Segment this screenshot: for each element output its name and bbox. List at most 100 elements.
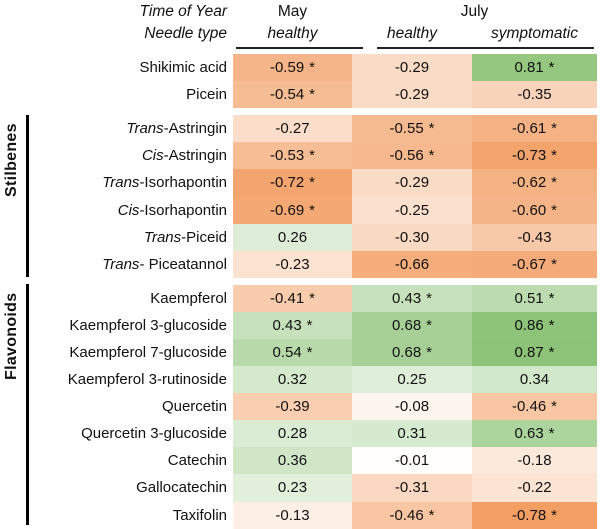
heatmap-cell: -0.67 * bbox=[472, 250, 597, 278]
row-label: Kaempferol 3-glucoside bbox=[69, 316, 227, 334]
table-row: Cis-Isorhapontin -0.69 * -0.25 -0.60 * bbox=[0, 196, 600, 224]
cell-value: 0.28 bbox=[277, 425, 308, 443]
may-underline bbox=[236, 47, 363, 49]
row-label: Gallocatechin bbox=[136, 479, 227, 497]
heatmap-cell: 0.34 bbox=[472, 366, 597, 394]
table-row: Kaempferol 3-rutinoside 0.32 0.25 0.34 bbox=[0, 366, 600, 394]
cell-value: -0.31 bbox=[394, 479, 430, 497]
heatmap-cell: -0.27 bbox=[233, 115, 352, 143]
cell-value: -0.13 bbox=[275, 506, 310, 524]
heatmap-cell: 0.36 bbox=[233, 447, 352, 475]
heatmap-cell: 0.81 * bbox=[472, 54, 597, 82]
heatmap-cell: 0.31 bbox=[352, 420, 472, 448]
heatmap-cell: -0.13 bbox=[233, 501, 352, 529]
heatmap-cell: 0.68 * bbox=[352, 338, 472, 367]
cell-value: 0.51 bbox=[514, 289, 544, 307]
heatmap-cell: -0.43 bbox=[472, 223, 597, 251]
table-row: Picein -0.54 * -0.29 -0.35 bbox=[0, 81, 600, 109]
header-time-of-year: Time of Year bbox=[139, 3, 227, 20]
cell-value: -0.53 bbox=[269, 147, 305, 165]
cell-value: -0.61 bbox=[511, 120, 547, 138]
significance-asterisk: * bbox=[306, 316, 313, 334]
table-row: Taxifolin -0.13 -0.46 * -0.78 * bbox=[0, 501, 600, 529]
cell-value: -0.23 bbox=[275, 255, 310, 273]
heatmap-cell: -0.78 * bbox=[472, 501, 597, 529]
row-label: Trans-Isorhapontin bbox=[102, 174, 227, 192]
significance-asterisk: * bbox=[548, 316, 555, 334]
heatmap-cell: -0.60 * bbox=[472, 196, 597, 224]
heatmap-cell: -0.18 bbox=[472, 447, 597, 475]
cell-value: -0.59 bbox=[269, 59, 305, 77]
heatmap-cell: -0.29 bbox=[352, 169, 472, 197]
heatmap-cell: -0.01 bbox=[352, 447, 472, 475]
heatmap-cell: 0.54 * bbox=[233, 338, 352, 367]
cell-value: -0.08 bbox=[394, 398, 430, 416]
significance-asterisk: * bbox=[309, 174, 316, 192]
heatmap-cell: -0.29 bbox=[352, 81, 472, 109]
heatmap-cell: -0.54 * bbox=[233, 81, 352, 109]
heatmap-cell: -0.61 * bbox=[472, 115, 597, 143]
significance-asterisk: * bbox=[551, 120, 558, 138]
heatmap-cell: -0.08 bbox=[352, 393, 472, 421]
row-label: Trans- Piceatannol bbox=[102, 255, 227, 273]
table-row: Kaempferol -0.41 * 0.43 * 0.51 * bbox=[0, 284, 600, 312]
column-group-july: July bbox=[460, 3, 489, 20]
heatmap-cell: -0.41 * bbox=[233, 284, 352, 312]
heatmap-cell: -0.31 bbox=[352, 474, 472, 502]
cell-value: -0.66 bbox=[394, 255, 430, 273]
cell-value: -0.73 bbox=[511, 147, 547, 165]
heatmap-cell: -0.25 bbox=[352, 196, 472, 224]
row-label: Catechin bbox=[167, 452, 227, 470]
significance-asterisk: * bbox=[551, 201, 558, 219]
heatmap-cell: 0.32 bbox=[233, 366, 352, 394]
cell-value: -0.25 bbox=[394, 201, 430, 219]
significance-asterisk: * bbox=[426, 316, 433, 334]
table-row: Catechin 0.36 -0.01 -0.18 bbox=[0, 447, 600, 475]
column-may-healthy: healthy bbox=[267, 25, 318, 42]
heatmap-cell: -0.55 * bbox=[352, 115, 472, 143]
heatmap-cell: -0.72 * bbox=[233, 169, 352, 197]
heatmap-cell: -0.56 * bbox=[352, 142, 472, 170]
cell-value: 0.68 bbox=[391, 343, 422, 361]
heatmap-cell: 0.43 * bbox=[233, 311, 352, 339]
heatmap-cell: 0.28 bbox=[233, 420, 352, 448]
cell-value: -0.46 bbox=[511, 398, 547, 416]
significance-asterisk: * bbox=[426, 343, 433, 361]
cell-value: -0.18 bbox=[517, 452, 552, 470]
cell-value: -0.30 bbox=[394, 228, 430, 246]
cell-value: 0.86 bbox=[514, 316, 544, 334]
cell-value: -0.29 bbox=[394, 174, 430, 192]
heatmap-cell: -0.59 * bbox=[233, 54, 352, 82]
significance-asterisk: * bbox=[306, 343, 313, 361]
cell-value: 0.23 bbox=[277, 479, 308, 497]
cell-value: -0.78 bbox=[511, 506, 547, 524]
cell-value: -0.43 bbox=[517, 228, 552, 246]
cell-value: -0.01 bbox=[394, 452, 430, 470]
cell-value: -0.29 bbox=[394, 59, 430, 77]
cell-value: 0.25 bbox=[397, 371, 427, 389]
table-row: Trans-Piceid 0.26 -0.30 -0.43 bbox=[0, 223, 600, 251]
significance-asterisk: * bbox=[548, 59, 555, 77]
heatmap-cell: 0.26 bbox=[233, 223, 352, 251]
significance-asterisk: * bbox=[551, 147, 558, 165]
cell-value: -0.55 bbox=[389, 120, 424, 138]
table-row: Trans- Piceatannol -0.23 -0.66 -0.67 * bbox=[0, 250, 600, 278]
significance-asterisk: * bbox=[548, 343, 555, 361]
column-july-symptomatic: symptomatic bbox=[491, 25, 578, 42]
significance-asterisk: * bbox=[309, 201, 316, 219]
table-row: Gallocatechin 0.23 -0.31 -0.22 bbox=[0, 474, 600, 502]
row-label: Picein bbox=[186, 86, 227, 104]
cell-value: -0.54 bbox=[269, 86, 305, 104]
flavonoids-group-bar bbox=[26, 284, 29, 525]
table-row: Quercetin -0.39 -0.08 -0.46 * bbox=[0, 393, 600, 421]
cell-value: -0.22 bbox=[517, 479, 552, 497]
row-label: Kaempferol 7-glucoside bbox=[69, 343, 227, 361]
cell-value: -0.69 bbox=[269, 201, 305, 219]
table-row: Trans-Astringin -0.27 -0.55 * -0.61 * bbox=[0, 115, 600, 143]
cell-value: 0.32 bbox=[277, 371, 308, 389]
row-label: Shikimic acid bbox=[139, 59, 227, 77]
header-needle-type: Needle type bbox=[144, 25, 227, 42]
significance-asterisk: * bbox=[548, 425, 555, 443]
cell-value: 0.54 bbox=[272, 343, 302, 361]
cell-value: 0.81 bbox=[514, 59, 544, 77]
